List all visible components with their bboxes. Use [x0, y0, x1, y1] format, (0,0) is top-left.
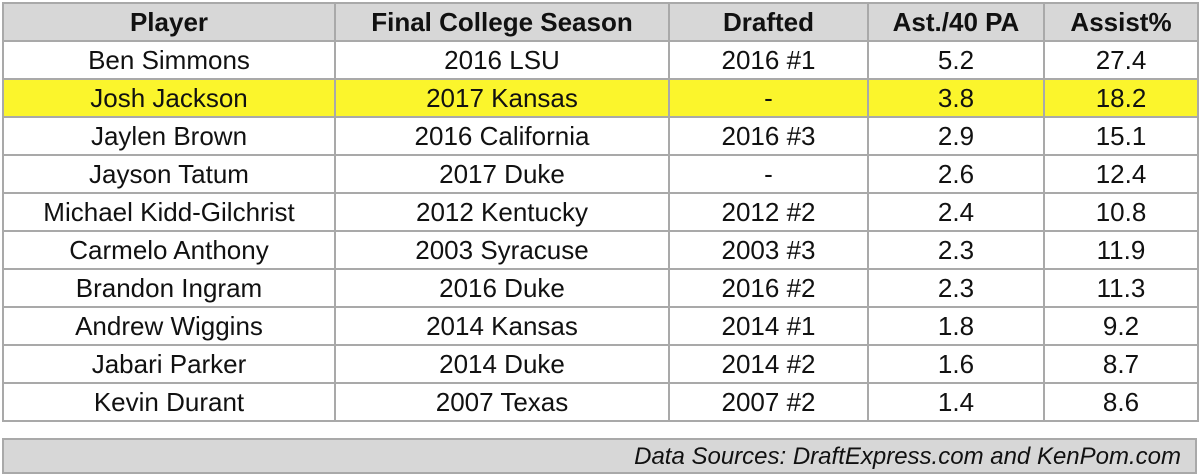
- table-row: Andrew Wiggins 2014 Kansas 2014 #1 1.8 9.2: [2, 306, 1199, 346]
- cell-player: Jabari Parker: [2, 344, 336, 384]
- header-drafted: Drafted: [668, 2, 869, 42]
- cell-assist-pct: 12.4: [1043, 154, 1199, 194]
- table-row: Michael Kidd-Gilchrist 2012 Kentucky 2012 …: [2, 192, 1199, 232]
- cell-final-college-season: 2014 Duke: [334, 344, 670, 384]
- cell-drafted: 2016 #2: [668, 268, 869, 308]
- cell-player: Brandon Ingram: [2, 268, 336, 308]
- cell-ast-per-40: 1.6: [867, 344, 1045, 384]
- header-final-college-season: Final College Season: [334, 2, 670, 42]
- cell-final-college-season: 2017 Duke: [334, 154, 670, 194]
- cell-ast-per-40: 1.8: [867, 306, 1045, 346]
- cell-drafted: -: [668, 78, 869, 118]
- cell-ast-per-40: 3.8: [867, 78, 1045, 118]
- cell-ast-per-40: 5.2: [867, 40, 1045, 80]
- table-row: Ben Simmons 2016 LSU 2016 #1 5.2 27.4: [2, 40, 1199, 80]
- cell-assist-pct: 9.2: [1043, 306, 1199, 346]
- cell-player: Ben Simmons: [2, 40, 336, 80]
- cell-drafted: 2016 #3: [668, 116, 869, 156]
- cell-player: Kevin Durant: [2, 382, 336, 422]
- cell-drafted: 2007 #2: [668, 382, 869, 422]
- table-row: Carmelo Anthony 2003 Syracuse 2003 #3 2.3 11…: [2, 230, 1199, 270]
- cell-drafted: 2014 #2: [668, 344, 869, 384]
- cell-final-college-season: 2016 LSU: [334, 40, 670, 80]
- cell-final-college-season: 2007 Texas: [334, 382, 670, 422]
- data-sources-footer: Data Sources: DraftExpress.com and KenPo…: [2, 438, 1197, 474]
- header-row: Player Final College Season Drafted Ast.…: [2, 2, 1199, 42]
- cell-drafted: 2016 #1: [668, 40, 869, 80]
- cell-ast-per-40: 1.4: [867, 382, 1045, 422]
- cell-final-college-season: 2012 Kentucky: [334, 192, 670, 232]
- cell-assist-pct: 11.9: [1043, 230, 1199, 270]
- cell-ast-per-40: 2.3: [867, 268, 1045, 308]
- cell-assist-pct: 10.8: [1043, 192, 1199, 232]
- table-row: Kevin Durant 2007 Texas 2007 #2 1.4 8.6: [2, 382, 1199, 422]
- cell-assist-pct: 27.4: [1043, 40, 1199, 80]
- cell-assist-pct: 8.7: [1043, 344, 1199, 384]
- cell-final-college-season: 2017 Kansas: [334, 78, 670, 118]
- cell-ast-per-40: 2.3: [867, 230, 1045, 270]
- cell-player: Carmelo Anthony: [2, 230, 336, 270]
- cell-assist-pct: 8.6: [1043, 382, 1199, 422]
- cell-drafted: 2003 #3: [668, 230, 869, 270]
- cell-ast-per-40: 2.4: [867, 192, 1045, 232]
- cell-drafted: 2014 #1: [668, 306, 869, 346]
- header-player: Player: [2, 2, 336, 42]
- table-row: Brandon Ingram 2016 Duke 2016 #2 2.3 11.3: [2, 268, 1199, 308]
- header-ast-per-40: Ast./40 PA: [867, 2, 1045, 42]
- table-row: Josh Jackson 2017 Kansas -3.8 18.2: [2, 78, 1199, 118]
- cell-drafted: 2012 #2: [668, 192, 869, 232]
- table-row: Jayson Tatum 2017 Duke -2.6 12.4: [2, 154, 1199, 194]
- cell-final-college-season: 2016 Duke: [334, 268, 670, 308]
- cell-assist-pct: 18.2: [1043, 78, 1199, 118]
- table-row: Jaylen Brown 2016 California 2016 #3 2.9 15.…: [2, 116, 1199, 156]
- cell-ast-per-40: 2.6: [867, 154, 1045, 194]
- cell-player: Jayson Tatum: [2, 154, 336, 194]
- cell-final-college-season: 2016 California: [334, 116, 670, 156]
- cell-final-college-season: 2003 Syracuse: [334, 230, 670, 270]
- cell-assist-pct: 15.1: [1043, 116, 1199, 156]
- cell-drafted: -: [668, 154, 869, 194]
- table-body: Ben Simmons 2016 LSU 2016 #1 5.2 27.4 Josh Ja…: [2, 40, 1199, 422]
- cell-assist-pct: 11.3: [1043, 268, 1199, 308]
- cell-player: Michael Kidd-Gilchrist: [2, 192, 336, 232]
- cell-player: Josh Jackson: [2, 78, 336, 118]
- cell-player: Andrew Wiggins: [2, 306, 336, 346]
- header-assist-pct: Assist%: [1043, 2, 1199, 42]
- cell-player: Jaylen Brown: [2, 116, 336, 156]
- cell-final-college-season: 2014 Kansas: [334, 306, 670, 346]
- cell-ast-per-40: 2.9: [867, 116, 1045, 156]
- player-assist-table: Player Final College Season Drafted Ast.…: [2, 2, 1199, 422]
- table-row: Jabari Parker 2014 Duke 2014 #2 1.6 8.7: [2, 344, 1199, 384]
